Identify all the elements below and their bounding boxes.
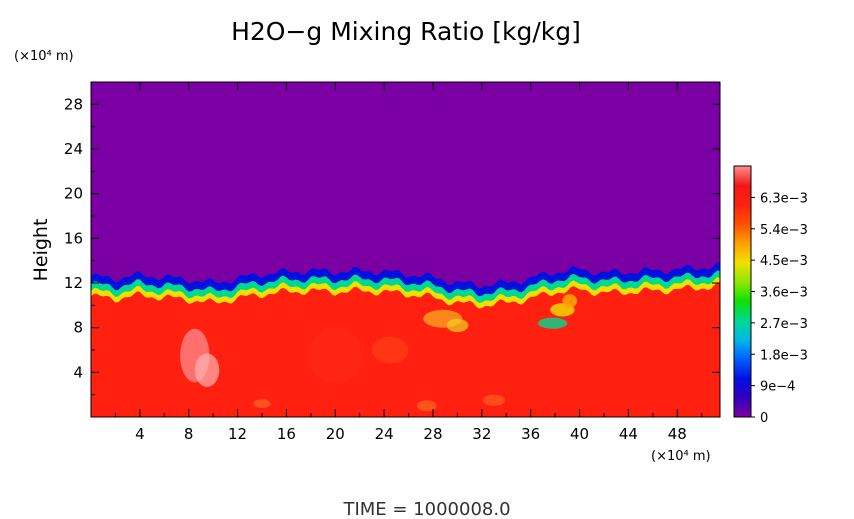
x-tick-label: 40	[570, 425, 589, 443]
colorbar-tick-label: 5.4e−3	[760, 223, 808, 238]
y-tick-label: 28	[64, 95, 83, 113]
x-tick-label: 28	[423, 425, 442, 443]
x-tick-label: 8	[184, 425, 194, 443]
colorbar-tick-label: 0	[760, 411, 768, 426]
x-tick-label: 32	[472, 425, 491, 443]
colorbar-tick-label: 1.8e−3	[760, 348, 808, 363]
y-unit-label: (×10⁴ m)	[14, 49, 74, 64]
x-tick-label: 16	[277, 425, 296, 443]
colorbar-tick-label: 9e−4	[760, 380, 795, 395]
x-tick-label: 24	[375, 425, 394, 443]
y-axis-label: Height	[30, 219, 52, 282]
y-tick-label: 12	[64, 274, 83, 292]
y-axis: 4 8 12 16 20 24 28	[64, 95, 720, 396]
x-tick-label: 48	[668, 425, 687, 443]
y-tick-label: 16	[64, 229, 83, 247]
y-tick-label: 20	[64, 185, 83, 203]
colorbar-tick-label: 4.5e−3	[760, 254, 808, 269]
colorbar-tick-label: 3.6e−3	[760, 286, 808, 301]
x-unit-label: (×10⁴ m)	[651, 449, 711, 464]
x-axis: 4 8 12 16 20 24 28 32 36 40 44 48	[114, 82, 703, 443]
colorbar-tick-label: 6.3e−3	[760, 191, 808, 206]
colorbar-ticks: 0 9e−4 1.8e−3 2.7e−3 3.6e−3 4.5e−3 5.4e−3 6.3e−…	[751, 191, 808, 426]
x-tick-label: 20	[326, 425, 345, 443]
y-tick-label: 24	[64, 140, 83, 158]
y-tick-label: 8	[73, 319, 83, 337]
plot-frame	[90, 81, 721, 418]
heatmap-texture	[180, 294, 578, 412]
x-tick-label: 4	[135, 425, 145, 443]
x-tick-label: 12	[228, 425, 247, 443]
y-tick-label: 4	[73, 363, 83, 381]
time-footer: TIME = 1000008.0	[342, 499, 510, 519]
colorbar-tick-label: 2.7e−3	[760, 317, 808, 332]
heatmap-field	[91, 82, 720, 417]
x-tick-label: 36	[521, 425, 540, 443]
colorbar	[733, 165, 752, 418]
chart-title: H2O−g Mixing Ratio [kg/kg]	[231, 17, 581, 46]
x-tick-label: 44	[619, 425, 638, 443]
